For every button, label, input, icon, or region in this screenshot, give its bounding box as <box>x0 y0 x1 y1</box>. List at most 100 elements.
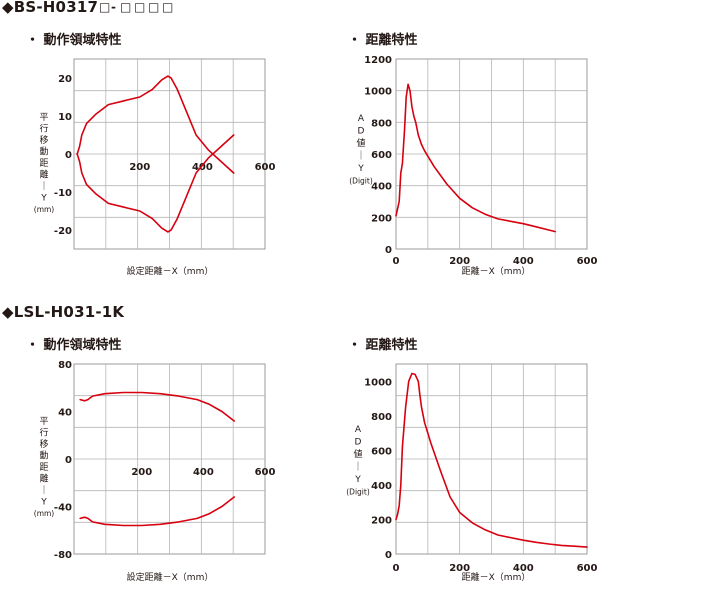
y-tick-label: 0 <box>385 550 392 561</box>
y-axis-label-char: ｜ <box>39 181 48 192</box>
y-axis-label-char: 行 <box>39 427 48 439</box>
y-tick-label: 1200 <box>364 55 392 66</box>
y-tick-label: 600 <box>371 446 392 457</box>
model-suffix-box: □ <box>134 0 146 14</box>
y-tick-label: 200 <box>371 213 392 224</box>
y-axis-label-char: D <box>355 438 362 448</box>
section-title-1: ◆BS-H0317 □ - □ □ □ □ <box>2 0 175 16</box>
x-tick-label: 400 <box>513 256 534 267</box>
x-axis-label: 設定距離－X（mm） <box>127 265 214 277</box>
data-series-line-1 <box>76 75 235 174</box>
model-suffix-boxes: □ - □ □ □ □ <box>99 0 174 14</box>
y-axis-label-char: D <box>358 127 365 137</box>
model-suffix-box: □ <box>162 0 174 14</box>
y-tick-label: 10 <box>58 112 72 123</box>
y-tick-label: 0 <box>65 150 72 161</box>
y-axis-label-char: 距 <box>39 158 48 169</box>
y-axis-label-char: 離 <box>39 473 48 485</box>
y-tick-label: 400 <box>371 182 392 193</box>
x-axis-label: 距離－X（mm） <box>462 265 531 277</box>
data-series-line-1 <box>79 391 235 422</box>
y-tick-labels: 20 10 0 -10 -20 <box>54 74 72 237</box>
chart-title-operating-area-1: ・ 動作領域特性 <box>26 33 122 48</box>
chart-title-distance-1: ・ 距離特性 <box>348 33 418 48</box>
y-tick-labels: 0 200 400 600 800 1000 <box>364 377 392 561</box>
y-axis-label-char: 移 <box>39 134 48 146</box>
y-axis-label-char: 平 <box>39 112 48 123</box>
y-axis-label-char: (mm) <box>34 509 55 518</box>
x-tick-label: 0 <box>393 256 400 267</box>
x-axis-label: 設定距離－X（mm） <box>127 571 214 583</box>
y-tick-label: -10 <box>54 188 72 199</box>
y-axis-label-char: 行 <box>39 123 48 135</box>
y-tick-label: 0 <box>385 245 392 256</box>
y-axis-label-char: 動 <box>39 147 48 158</box>
x-tick-label: 600 <box>577 256 598 267</box>
y-tick-labels: 80 40 0 -40 -80 <box>54 360 72 561</box>
y-tick-label: -40 <box>54 503 72 514</box>
data-series-line-1 <box>395 83 557 233</box>
y-tick-label: 0 <box>65 455 72 466</box>
y-axis-label: AD値 ｜ Y (Digit) <box>346 425 370 497</box>
y-tick-label: 200 <box>371 515 392 526</box>
y-tick-label: 1000 <box>364 87 392 98</box>
x-tick-label: 0 <box>393 563 400 574</box>
model-suffix-box: □ <box>99 0 111 14</box>
y-axis-label-char: ｜ <box>39 485 48 496</box>
y-axis-label-char: 移 <box>39 438 48 450</box>
y-axis-label-char: 離 <box>39 169 48 181</box>
y-axis-label-char: (Digit) <box>346 488 370 497</box>
x-tick-label: 200 <box>449 563 470 574</box>
y-axis-label-char: ｜ <box>356 151 365 162</box>
x-tick-labels: 0 200 400 600 <box>393 563 598 574</box>
y-axis-label-char: (mm) <box>34 205 55 214</box>
x-tick-label: 200 <box>449 256 470 267</box>
x-tick-label: 400 <box>192 162 213 173</box>
y-tick-label: 800 <box>371 412 392 423</box>
y-axis-label-char: 値 <box>353 448 362 460</box>
y-tick-label: 800 <box>371 118 392 129</box>
x-tick-label: 600 <box>255 162 276 173</box>
chart-title-operating-area-2: ・ 動作領域特性 <box>26 338 122 353</box>
x-tick-labels: 200 400 600 <box>129 162 275 173</box>
y-tick-label: 20 <box>58 74 72 85</box>
model-suffix-box: □ <box>148 0 160 14</box>
y-tick-label: -80 <box>54 550 72 561</box>
x-tick-labels: 0 200 400 600 <box>393 256 598 267</box>
model-suffix-box: □ <box>120 0 132 14</box>
y-axis-label-char: ｜ <box>353 462 362 473</box>
y-tick-label: 80 <box>58 360 72 371</box>
horizontal-gridlines <box>396 395 587 523</box>
y-tick-label: 1000 <box>364 377 392 388</box>
y-axis-label-char: 平 <box>39 416 48 427</box>
y-axis-label-char: Y <box>357 164 364 174</box>
x-tick-label: 400 <box>513 563 534 574</box>
y-axis-label-char: 動 <box>39 451 48 462</box>
data-series-line-2 <box>76 134 235 233</box>
y-axis-label-char: (Digit) <box>349 177 373 186</box>
section-1-model-name: ◆BS-H0317 <box>2 0 99 16</box>
y-tick-labels: 0 200 400 600 800 1000 1200 <box>364 55 392 256</box>
y-tick-label: -20 <box>54 226 72 237</box>
data-series-line-1 <box>395 372 588 548</box>
x-tick-label: 600 <box>255 467 276 478</box>
y-tick-label: 400 <box>371 481 392 492</box>
y-axis-label: AD値 ｜ Y (Digit) <box>349 114 373 186</box>
y-tick-label: 40 <box>58 408 72 419</box>
y-axis-label-char: A <box>358 114 365 124</box>
y-axis-label-char: A <box>355 425 362 435</box>
y-axis-label-char: 距 <box>39 462 48 473</box>
y-axis-label-char: Y <box>354 475 361 485</box>
y-tick-label: 600 <box>371 150 392 161</box>
x-tick-label: 600 <box>577 563 598 574</box>
y-axis-label-char: Y <box>40 194 47 204</box>
x-tick-labels: 200 400 600 <box>131 467 275 478</box>
horizontal-gridlines <box>74 90 265 218</box>
x-tick-label: 200 <box>129 162 150 173</box>
model-suffix-dash: - <box>111 0 117 14</box>
